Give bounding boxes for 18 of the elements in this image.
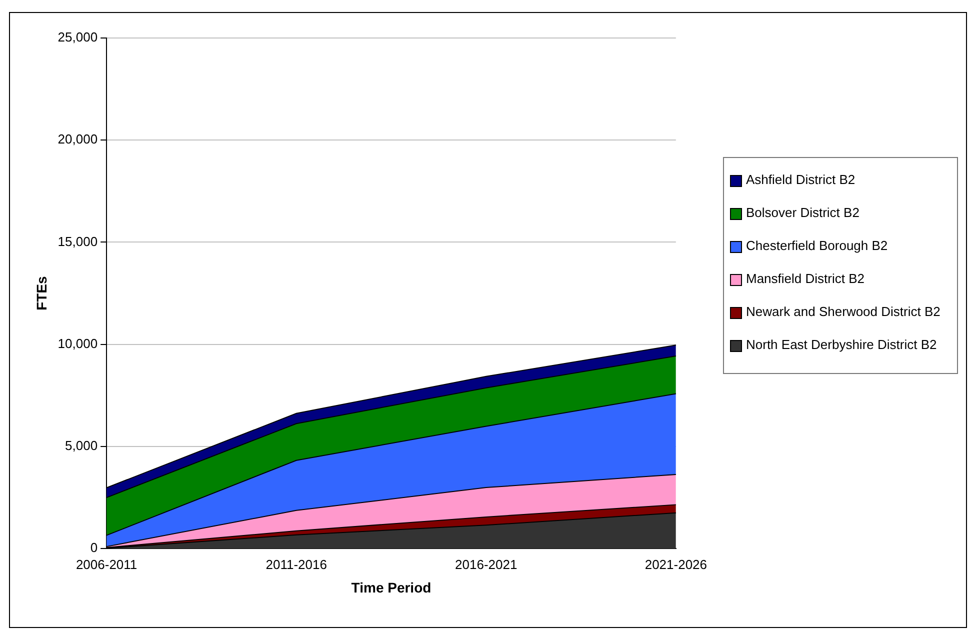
legend-label: North East Derbyshire District B2 bbox=[746, 336, 938, 354]
y-tick-label: 25,000 bbox=[58, 30, 98, 45]
legend-label: Newark and Sherwood District B2 bbox=[746, 303, 942, 321]
legend-label: Mansfield District B2 bbox=[746, 270, 866, 288]
x-tick-label: 2016-2021 bbox=[455, 556, 518, 572]
y-tick-label: 10,000 bbox=[58, 336, 98, 351]
y-tick-label: 20,000 bbox=[58, 132, 98, 147]
y-axis-title: FTEs bbox=[33, 276, 50, 310]
legend-label: Ashfield District B2 bbox=[746, 171, 856, 189]
x-axis-title: Time Period bbox=[351, 579, 432, 596]
x-tick-label: 2011-2016 bbox=[266, 556, 327, 572]
y-tick-label: 0 bbox=[90, 540, 98, 556]
legend-label: Bolsover District B2 bbox=[746, 204, 860, 222]
y-tick-label: 5,000 bbox=[65, 438, 98, 454]
y-tick-label: 15,000 bbox=[58, 234, 98, 249]
x-tick-label: 2021-2026 bbox=[644, 556, 707, 572]
legend-label: Chesterfield Borough B2 bbox=[746, 237, 889, 255]
x-tick-label: 2006-2011 bbox=[76, 556, 138, 572]
